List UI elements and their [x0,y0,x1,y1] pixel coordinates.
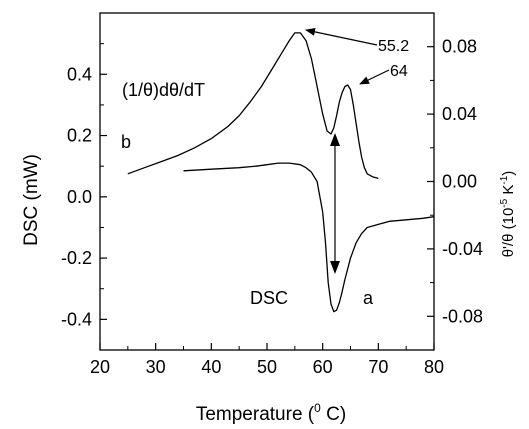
curve-a-label: a [363,288,374,308]
y-right-tick-label: -0.04 [442,239,483,259]
y-right-tick-label: 0.08 [442,37,477,57]
curve-a-dsc-line [183,162,435,313]
curve-b-label: b [121,132,131,152]
y-right-tick-label: 0.00 [442,172,477,192]
x-tick-label: 80 [424,357,444,377]
y-left-axis-title: DSC (mW) [21,154,42,246]
x-axis-title: Temperature (0 C) [196,401,346,425]
y-right-tick-label: 0.04 [442,104,477,124]
x-tick-label: 50 [257,357,277,377]
y-left-tick-label: -0.2 [61,248,92,268]
peak-64-label: 64 [390,63,408,80]
arrow-peak-64 [359,69,390,85]
derivative-curve-label: (1/θ)dθ/dT [122,80,205,100]
y-left-tick-label: 0.4 [67,64,92,84]
y-left-tick-label: 0.0 [67,187,92,207]
ticks-layer: 20 30 40 50 60 70 80 -0.4 -0.2 0.0 0.2 0.4 -0.08 -0.0… [61,12,483,377]
x-tick-label: 60 [313,357,333,377]
x-tick-label: 40 [201,357,221,377]
y-right-axis-title: θ'/θ (10-5 K-1) [499,171,517,258]
arrow-peak-55 [305,27,378,46]
plot-frame [99,12,435,351]
y-left-tick-label: -0.4 [61,309,92,329]
peak-55-label: 55.2 [378,38,409,55]
curves-layer [127,32,435,313]
y-right-tick-label: -0.08 [442,306,483,326]
dsc-curve-label: DSC [250,288,288,308]
double-arrow-top-head [330,133,340,146]
x-tick-label: 20 [90,357,110,377]
y-left-tick-label: 0.2 [67,126,92,146]
x-tick-label: 70 [368,357,388,377]
x-tick-label: 30 [146,357,166,377]
double-arrow-bottom-head [330,261,340,274]
curve-b-derivative-line [127,32,379,180]
